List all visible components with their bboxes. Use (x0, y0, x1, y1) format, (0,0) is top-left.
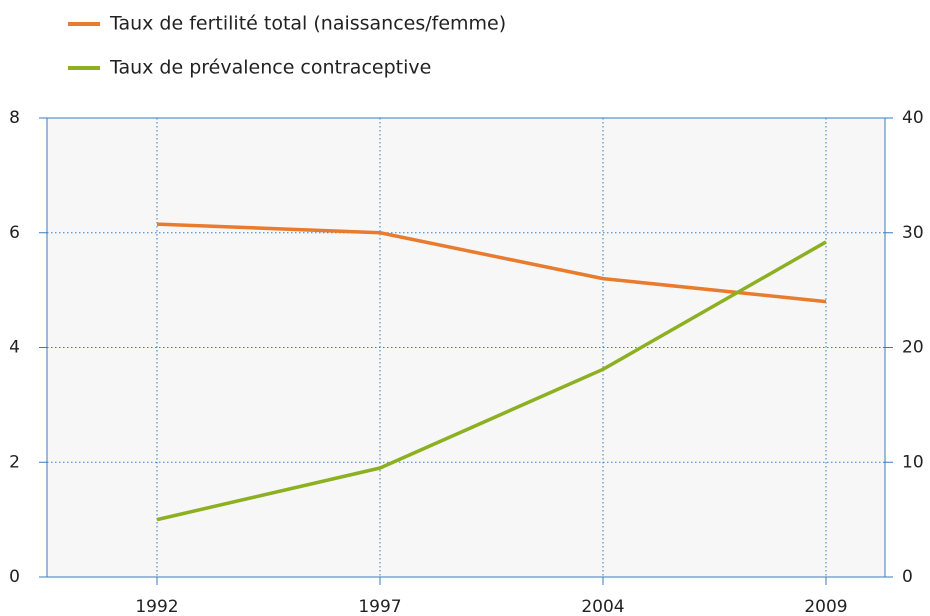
y2-tick-label: 20 (902, 338, 924, 358)
y-tick-label: 2 (9, 452, 20, 472)
series-line (156, 222, 827, 304)
y2-tick-label: 0 (902, 567, 913, 587)
x-tick-label: 2009 (804, 597, 847, 616)
y2-tick-label: 10 (902, 452, 924, 472)
x-tick-label: 2004 (581, 597, 624, 616)
y-tick-label: 8 (9, 108, 20, 128)
legend-label: Taux de fertilité total (naissances/femm… (109, 13, 506, 35)
plot-background (47, 118, 885, 577)
x-tick-label: 1992 (135, 597, 178, 616)
y2-tick-label: 30 (902, 223, 924, 243)
legend-label: Taux de prévalence contraceptive (109, 57, 431, 79)
y-tick-label: 4 (9, 338, 20, 358)
x-tick-label: 1997 (358, 597, 401, 616)
y-tick-label: 0 (9, 567, 20, 587)
y2-tick-label: 40 (902, 108, 924, 128)
y-tick-label: 6 (9, 223, 20, 243)
series-line (156, 240, 827, 522)
